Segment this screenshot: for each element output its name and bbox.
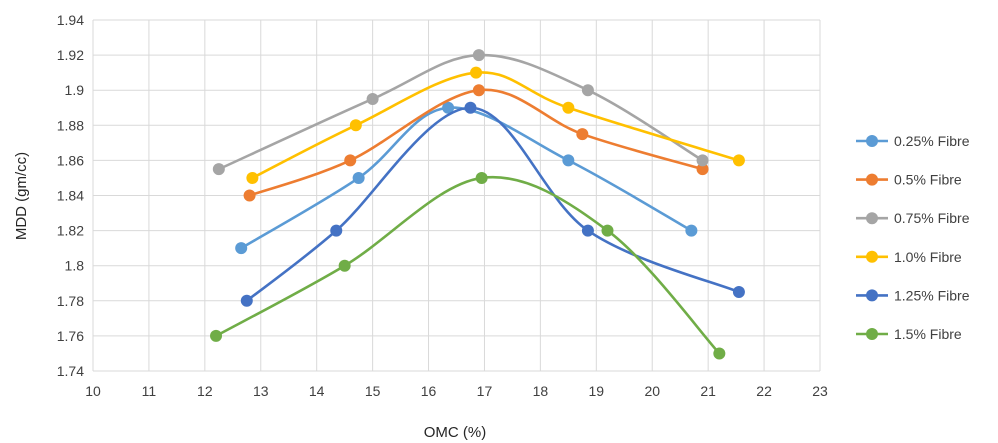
data-point xyxy=(240,294,253,307)
legend-marker xyxy=(866,212,878,225)
y-tick-label: 1.74 xyxy=(57,363,84,379)
gridlines xyxy=(92,19,821,372)
y-tick-label: 1.8 xyxy=(65,258,85,274)
legend: 0.25% Fibre 0.5% Fibre 0.75% Fibre 1.0% Fib… xyxy=(856,133,970,342)
x-tick-label: 21 xyxy=(700,383,716,399)
series-2 xyxy=(212,49,709,176)
legend-item: 0.5% Fibre xyxy=(856,172,962,188)
legend-item: 0.25% Fibre xyxy=(856,133,970,149)
y-axis-label: MDD (gm/cc) xyxy=(13,152,30,240)
x-tick-label: 15 xyxy=(365,383,381,399)
series-1 xyxy=(243,84,709,202)
data-series xyxy=(210,49,745,360)
y-tick-label: 1.82 xyxy=(57,223,84,239)
data-point xyxy=(562,154,575,167)
legend-label: 0.25% Fibre xyxy=(894,133,970,149)
y-axis-ticks: 1.74 1.76 1.78 1.8 1.82 1.84 1.86 1.88 1.9 1.92 1.… xyxy=(57,12,84,379)
x-axis-label: OMC (%) xyxy=(424,424,487,441)
legend-marker xyxy=(866,289,878,302)
data-point xyxy=(713,347,726,360)
data-point xyxy=(696,154,709,167)
data-point xyxy=(470,66,483,79)
legend-marker xyxy=(866,328,878,340)
y-tick-label: 1.94 xyxy=(57,12,84,28)
legend-marker xyxy=(866,173,878,186)
data-point xyxy=(235,242,248,255)
legend-item: 0.75% Fibre xyxy=(856,210,970,226)
data-point xyxy=(601,224,614,237)
data-point xyxy=(464,101,477,114)
legend-marker xyxy=(866,135,878,147)
legend-item: 1.5% Fibre xyxy=(856,326,962,342)
x-tick-label: 23 xyxy=(812,383,828,399)
series-5 xyxy=(210,171,726,360)
x-tick-label: 16 xyxy=(421,383,437,399)
x-tick-label: 11 xyxy=(142,383,157,399)
x-tick-label: 22 xyxy=(756,383,772,399)
data-point xyxy=(366,92,379,105)
data-point xyxy=(732,154,745,167)
data-point xyxy=(472,49,485,62)
legend-label: 0.5% Fibre xyxy=(894,172,962,188)
series-0 xyxy=(235,101,698,255)
legend-marker xyxy=(866,250,878,263)
data-point xyxy=(472,84,485,97)
legend-item: 1.0% Fibre xyxy=(856,249,962,265)
data-point xyxy=(696,163,709,176)
x-tick-label: 19 xyxy=(589,383,605,399)
x-tick-label: 10 xyxy=(85,383,101,399)
legend-item: 1.25% Fibre xyxy=(856,287,970,303)
data-point xyxy=(562,101,575,114)
y-tick-label: 1.92 xyxy=(57,47,84,63)
legend-label: 0.75% Fibre xyxy=(894,210,970,226)
legend-label: 1.5% Fibre xyxy=(894,326,962,342)
data-point xyxy=(475,171,488,184)
x-tick-label: 13 xyxy=(253,383,269,399)
data-point xyxy=(576,128,589,141)
y-tick-label: 1.84 xyxy=(57,188,84,204)
series-3 xyxy=(246,66,745,184)
data-point xyxy=(442,101,455,114)
y-tick-label: 1.9 xyxy=(65,82,85,98)
x-tick-label: 12 xyxy=(197,383,213,399)
x-tick-label: 14 xyxy=(309,383,325,399)
data-point xyxy=(732,286,745,299)
data-point xyxy=(685,224,698,237)
legend-label: 1.25% Fibre xyxy=(894,287,970,303)
x-tick-label: 20 xyxy=(644,383,660,399)
data-point xyxy=(330,224,343,237)
x-tick-label: 17 xyxy=(477,383,493,399)
data-point xyxy=(349,119,362,132)
data-point xyxy=(246,171,259,184)
legend-label: 1.0% Fibre xyxy=(894,249,962,265)
y-tick-label: 1.78 xyxy=(57,293,84,309)
data-point xyxy=(344,154,357,167)
series-line xyxy=(217,53,704,171)
data-point xyxy=(581,84,594,97)
data-point xyxy=(212,163,225,176)
data-point xyxy=(243,189,256,202)
data-point xyxy=(338,259,351,272)
data-point xyxy=(581,224,594,237)
y-tick-label: 1.76 xyxy=(57,328,84,344)
data-point xyxy=(210,329,223,342)
x-axis-ticks: 10 11 12 13 14 15 16 17 18 19 20 21 22 23 xyxy=(85,383,828,399)
y-tick-label: 1.88 xyxy=(57,117,84,133)
x-tick-label: 18 xyxy=(533,383,549,399)
y-tick-label: 1.86 xyxy=(57,152,84,168)
data-point xyxy=(352,171,365,184)
